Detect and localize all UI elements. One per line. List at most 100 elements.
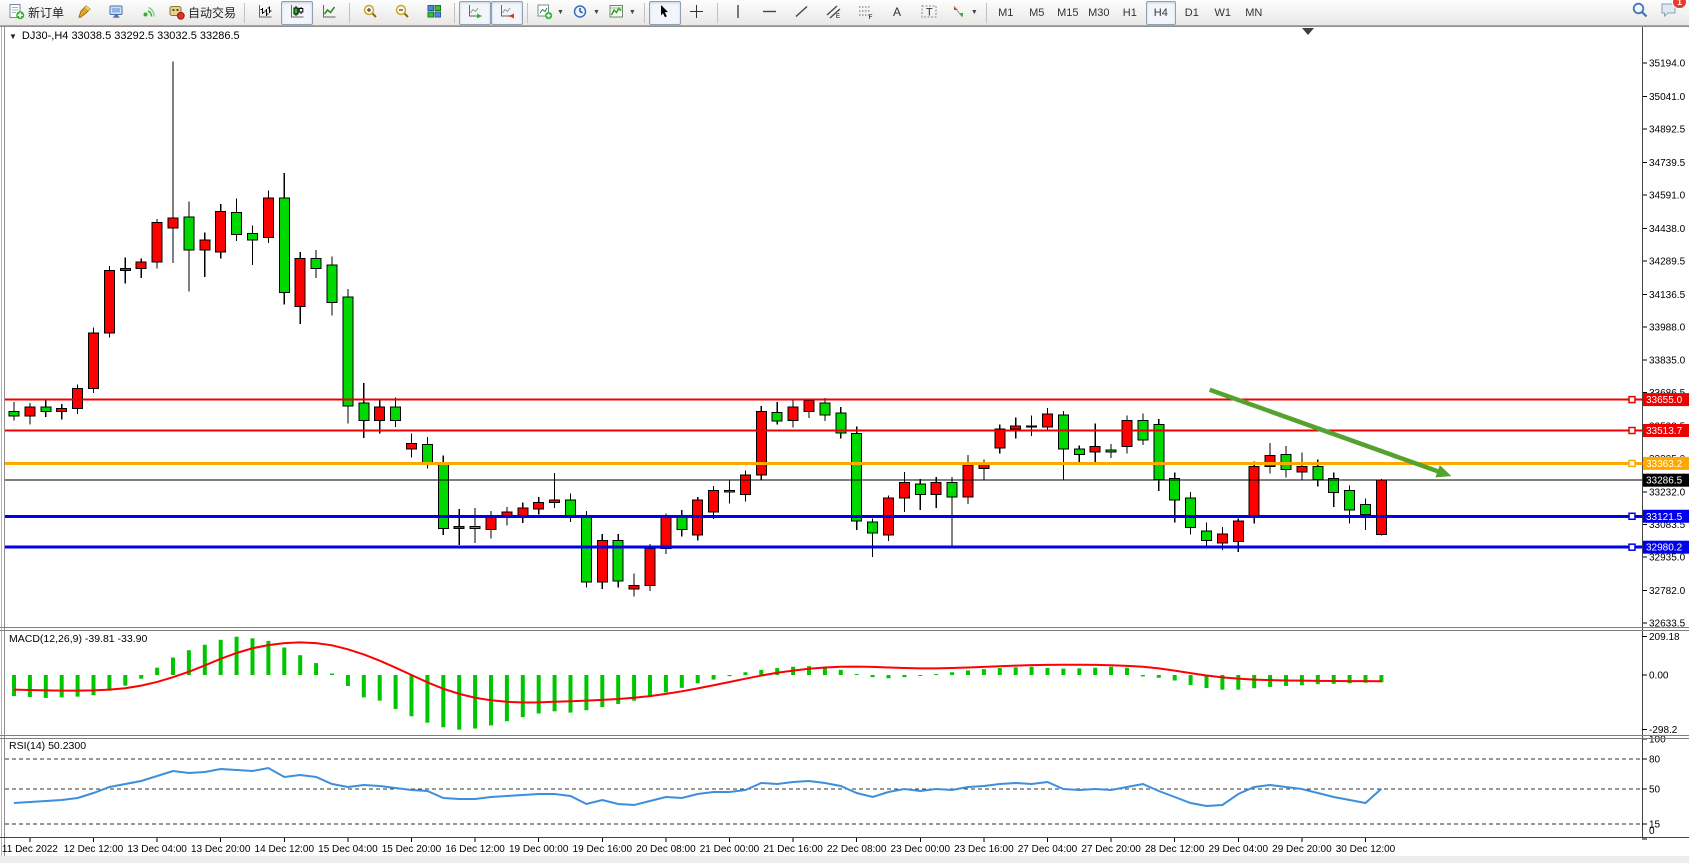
horizontal-lines[interactable] [5,395,1643,551]
timeframe-W1[interactable]: W1 [1208,1,1238,25]
vline-tool-button[interactable] [722,1,754,25]
trend-arrow[interactable] [1208,387,1452,478]
editor-button[interactable] [68,1,100,25]
fibonacci-tool-button[interactable]: F [850,1,882,25]
timeframe-label: M5 [1029,6,1045,19]
auto-scroll-icon [467,3,484,23]
toolbar-right: 1 [1631,0,1687,24]
search-icon[interactable] [1631,1,1649,24]
chart-shift-marker[interactable] [1302,28,1314,35]
zoom-out-button[interactable] [386,1,418,25]
svg-text:33232.0: 33232.0 [1649,488,1686,499]
time-axis: 11 Dec 2022 12 Dec 12:00 13 Dec 04:00 13 De… [0,837,1689,855]
timeframe-M15[interactable]: M15 [1053,1,1083,25]
svg-text:A: A [893,5,901,19]
hline-icon [761,3,778,23]
timeframe-H4[interactable]: H4 [1145,0,1176,25]
dropdown-caret: ▼ [628,9,636,16]
svg-text:27 Dec 04:00: 27 Dec 04:00 [1018,844,1078,855]
crosshair-icon [688,3,705,23]
arrows-tool-button[interactable]: ▼ [946,1,982,25]
tile-windows-button[interactable] [418,1,450,25]
timeframe-M5[interactable]: M5 [1022,1,1052,25]
crayon-icon [76,3,93,23]
new-chart-button[interactable]: ▼ [532,1,568,25]
svg-text:34289.5: 34289.5 [1649,256,1686,267]
cursor-button[interactable] [648,0,681,25]
symbol-dropdown-icon[interactable]: ▼ [9,31,17,41]
timeframe-M1[interactable]: M1 [991,1,1021,25]
signal-icon [140,3,157,23]
timeframe-label: H1 [1122,6,1137,19]
svg-text:33083.5: 33083.5 [1649,520,1686,531]
dropdown-caret: ▼ [592,9,600,16]
svg-text:50: 50 [1649,785,1661,796]
svg-text:19 Dec 00:00: 19 Dec 00:00 [509,844,569,855]
timeframe-MN[interactable]: MN [1239,1,1269,25]
signals-button[interactable] [132,1,164,25]
channel-tool-button[interactable]: E [818,1,850,25]
svg-text:209.18: 209.18 [1649,632,1680,643]
svg-text:33286.5: 33286.5 [1646,476,1683,487]
svg-text:29 Dec 04:00: 29 Dec 04:00 [1209,844,1269,855]
svg-text:E: E [836,14,840,20]
zoom-in-button[interactable] [354,1,386,25]
toolbar: 新订单 自动交易 ▼ ▼ ▼ E F A T ▼ [0,0,1689,26]
svg-text:13 Dec 04:00: 13 Dec 04:00 [127,844,187,855]
timeframe-label: M30 [1088,6,1110,19]
timeframe-D1[interactable]: D1 [1177,1,1207,25]
svg-text:34591.0: 34591.0 [1649,190,1686,201]
auto-trading-icon [168,3,185,23]
timeframe-label: W1 [1214,6,1232,19]
svg-text:16 Dec 12:00: 16 Dec 12:00 [445,844,505,855]
separator [527,2,529,23]
separator [454,2,456,23]
bar-chart-button[interactable] [249,1,281,25]
periods-button[interactable]: ▼ [568,1,604,25]
new-chart-icon [536,3,553,23]
line-chart-button[interactable] [313,1,345,25]
hline-tool-button[interactable] [754,1,786,25]
svg-text:34739.5: 34739.5 [1649,158,1686,169]
chat-icon[interactable]: 1 [1659,0,1687,24]
text-tool-button[interactable]: A [882,1,914,25]
channel-icon: E [825,3,842,23]
svg-text:15 Dec 04:00: 15 Dec 04:00 [318,844,378,855]
timeframe-H1[interactable]: H1 [1115,1,1145,25]
monitor-icon [108,3,125,23]
auto-trading-button[interactable]: 自动交易 [164,1,240,25]
svg-text:19 Dec 16:00: 19 Dec 16:00 [573,844,633,855]
svg-text:33655.0: 33655.0 [1646,395,1683,406]
svg-text:33363.2: 33363.2 [1646,459,1683,470]
timeframe-label: M1 [998,6,1014,19]
templates-button[interactable]: ▼ [604,1,640,25]
chart-title[interactable]: ▼ DJ30-,H4 33038.5 33292.5 33032.5 33286… [9,30,240,42]
new-order-label: 新订单 [28,6,65,20]
trendline-tool-button[interactable] [786,1,818,25]
auto-scroll-button[interactable] [459,0,492,25]
separator [985,2,987,23]
text-label-tool-button[interactable]: T [914,1,946,25]
macd-panel: 209.18 0.00 -298.2 [12,632,1680,736]
vline-icon [731,3,745,23]
svg-text:80: 80 [1649,755,1661,766]
zoom-out-icon [394,3,411,23]
text-label-icon: T [920,3,939,23]
svg-text:12 Dec 12:00: 12 Dec 12:00 [64,844,124,855]
tile-windows-icon [426,3,443,23]
chart-shift-button[interactable] [491,0,524,25]
candlestick-chart-button[interactable] [281,0,314,25]
macd-indicator-label: MACD(12,26,9) -39.81 -33.90 [9,633,148,645]
cursor-icon [656,3,673,23]
chart-title-text: DJ30-,H4 33038.5 33292.5 33032.5 33286.5 [21,30,240,42]
crosshair-button[interactable] [681,1,713,25]
svg-text:34136.5: 34136.5 [1649,290,1686,301]
terminal-button[interactable] [100,1,132,25]
template-icon [608,3,625,23]
timeframe-M30[interactable]: M30 [1084,1,1114,25]
new-order-button[interactable]: 新订单 [4,1,68,25]
svg-text:21 Dec 16:00: 21 Dec 16:00 [763,844,823,855]
svg-text:0.00: 0.00 [1649,671,1669,682]
